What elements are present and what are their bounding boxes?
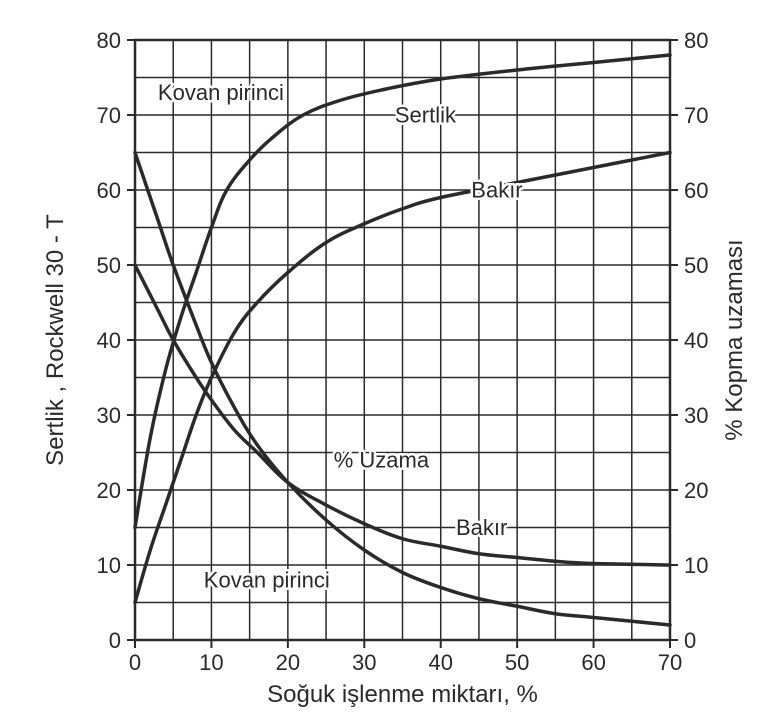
annotation: Kovan pirinci [158,80,284,105]
annotation: Bakır [456,515,507,540]
x-tick-label: 30 [352,650,376,675]
y-left-tick-label: 60 [97,178,121,203]
y-right-axis-label: % Kopma uzaması [721,239,748,440]
annotation: Bakır [471,178,522,203]
y-right-tick-label: 70 [684,103,708,128]
y-left-tick-label: 20 [97,478,121,503]
x-tick-label: 20 [276,650,300,675]
y-left-tick-label: 30 [97,403,121,428]
x-tick-label: 40 [428,650,452,675]
annotation: % Uzama [334,448,430,473]
x-tick-label: 70 [658,650,682,675]
annotation: Kovan pirinci [204,568,330,593]
x-tick-label: 0 [129,650,141,675]
y-right-tick-label: 60 [684,178,708,203]
y-right-tick-label: 40 [684,328,708,353]
x-tick-label: 10 [199,650,223,675]
y-left-tick-label: 0 [109,628,121,653]
y-right-tick-label: 30 [684,403,708,428]
y-left-tick-label: 40 [97,328,121,353]
y-right-tick-label: 0 [684,628,696,653]
y-left-tick-label: 10 [97,553,121,578]
chart-container: 0102030405060700102030405060708001020304… [0,0,765,728]
annotation: Sertlik [395,103,457,128]
x-axis-label: Soğuk işlenme miktarı, % [267,681,538,708]
x-tick-label: 50 [505,650,529,675]
y-left-tick-label: 50 [97,253,121,278]
y-right-tick-label: 80 [684,28,708,53]
y-right-tick-label: 10 [684,553,708,578]
y-left-tick-label: 70 [97,103,121,128]
chart-svg: 0102030405060700102030405060708001020304… [0,0,765,728]
x-tick-label: 60 [581,650,605,675]
y-right-tick-label: 50 [684,253,708,278]
y-left-axis-label: Sertlik , Rockwell 30 - T [42,214,69,466]
y-right-tick-label: 20 [684,478,708,503]
y-left-tick-label: 80 [97,28,121,53]
